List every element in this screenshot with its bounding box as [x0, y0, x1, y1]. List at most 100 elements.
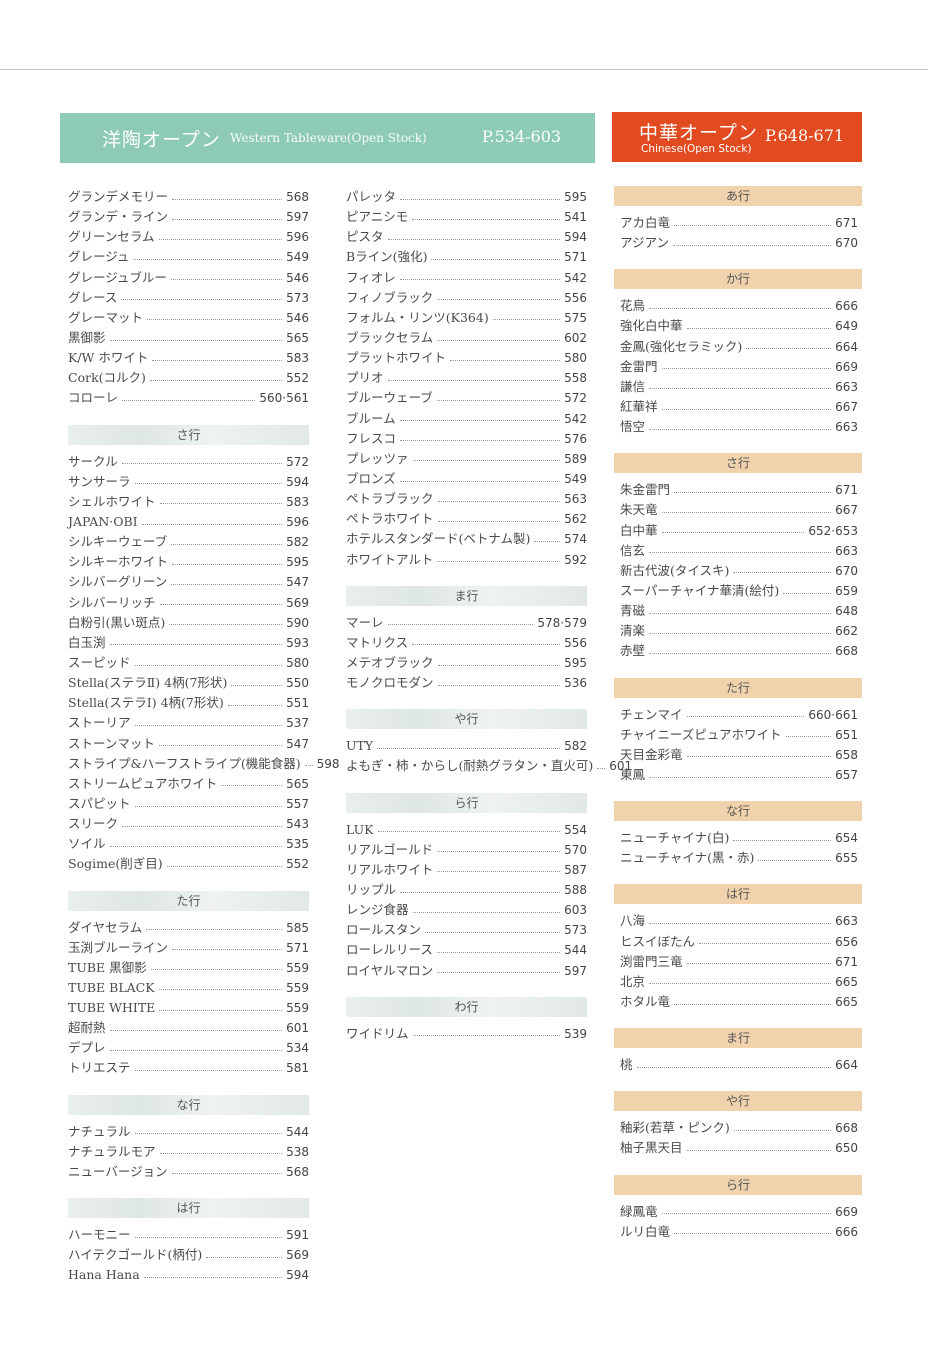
entry-page: 554	[564, 822, 587, 837]
index-entry: ハイテクゴールド(柄付) 569	[68, 1245, 309, 1265]
index-entry: ホテルスタンダード(ベトナム製) 574	[346, 529, 587, 549]
index-column-chinese: あ行 アカ白竜 671 アジアン 670 か行 花鳥 666 強化白中華 649 金鳳(強化セラミッ…	[614, 176, 862, 1242]
entry-page: 569	[286, 595, 309, 610]
index-entry: Bライン(強化) 571	[346, 247, 587, 267]
index-entry: デプレ 534	[68, 1038, 309, 1058]
entry-name: Stella(ステラⅡ) 4柄(7形状)	[68, 675, 228, 691]
dot-leader	[206, 1256, 283, 1258]
section-header: は行	[614, 884, 862, 905]
entry-page: 603	[564, 903, 587, 918]
entry-name: アジアン	[620, 235, 670, 251]
section-header: わ行	[346, 996, 587, 1017]
entry-page: 655	[835, 851, 858, 866]
dot-leader	[437, 500, 561, 502]
dot-leader	[686, 327, 832, 329]
entry-name: TUBE WHITE	[68, 1000, 156, 1016]
entry-page: 570	[564, 842, 587, 857]
entry-name: UTY	[346, 738, 374, 754]
entry-page: 666	[835, 1224, 858, 1239]
entry-name: 釉彩(若草・ピンク)	[620, 1120, 730, 1136]
index-entry: ルリ白竜 666	[614, 1222, 862, 1242]
entry-name: 謙信	[620, 378, 646, 394]
entry-name: アカ白竜	[620, 215, 671, 230]
dot-leader	[400, 891, 561, 893]
entry-page: 542	[564, 270, 587, 285]
entry-name: 渕雷門三竜	[620, 953, 683, 969]
index-entry: ブロンズ 549	[346, 469, 587, 489]
index-entry: ブラックセラム 602	[346, 328, 587, 348]
entry-page: 582	[286, 535, 309, 550]
chinese-banner: 中華オープン Chinese(Open Stock) P.648-671	[612, 112, 862, 162]
chinese-title: 中華オープン	[639, 122, 758, 144]
entry-name: Sogime(削ぎ目)	[68, 856, 163, 872]
dot-leader	[649, 388, 832, 390]
index-entry: シルキーウェーブ 582	[68, 532, 309, 552]
entry-name: ワイドリム	[346, 1025, 409, 1041]
index-entry: グランデ・ライン 597	[68, 207, 309, 227]
entry-name: ストライプ&ハーフストライプ(機能食器)	[68, 755, 301, 771]
index-entry: プラットホワイト 580	[346, 348, 587, 368]
dot-leader	[686, 716, 805, 718]
section-header: た行	[68, 890, 309, 911]
dot-leader	[304, 765, 313, 767]
entry-name: ホタル竜	[620, 993, 671, 1009]
index-entry: UTY 582	[346, 736, 587, 756]
entry-name: Hana Hana	[68, 1267, 140, 1283]
dot-leader	[661, 1213, 832, 1215]
entry-page: 668	[835, 1121, 858, 1136]
index-entry: シェルホワイト 583	[68, 492, 309, 512]
dot-leader	[158, 238, 283, 240]
index-entry: サンサーラ 594	[68, 472, 309, 492]
dot-leader	[227, 704, 283, 706]
entry-page: 593	[286, 635, 309, 650]
section-header: ま行	[614, 1028, 862, 1049]
dot-leader	[674, 491, 832, 493]
dot-leader	[377, 831, 561, 833]
entry-name: スーピッド	[68, 654, 131, 670]
entry-page: 544	[286, 1124, 309, 1139]
dot-leader	[649, 983, 832, 985]
entry-name: メテオブラック	[346, 654, 434, 670]
entry-page: 568	[286, 1164, 309, 1179]
chinese-subtitle: Chinese(Open Stock)	[641, 143, 752, 155]
index-entry: リップル 588	[346, 880, 587, 900]
entry-page: 656	[835, 934, 858, 949]
index-entry: ニューチャイナ(白) 654	[614, 828, 862, 848]
index-entry: 釉彩(若草・ピンク) 668	[614, 1118, 862, 1138]
entry-name: ストリームピュアホワイト	[68, 775, 218, 791]
index-entry: 北京 665	[614, 972, 862, 992]
entry-name: シルキーホワイト	[68, 554, 169, 570]
dot-leader	[436, 399, 561, 401]
section-header: な行	[68, 1094, 309, 1115]
index-entry: マトリクス 556	[346, 633, 587, 653]
dot-leader	[649, 652, 832, 654]
entry-name: 緑鳳竜	[620, 1203, 658, 1219]
entry-name: サークル	[68, 453, 118, 469]
section-header: ら行	[346, 792, 587, 813]
entry-page: 596	[286, 230, 309, 245]
entry-page: 665	[835, 994, 858, 1009]
section-header: ま行	[346, 585, 587, 606]
entry-page: 601	[286, 1021, 309, 1036]
entry-name: 東鳳	[620, 766, 646, 782]
dot-leader	[150, 969, 283, 971]
dot-leader	[733, 572, 832, 574]
index-entry: 謙信 663	[614, 377, 862, 397]
entry-page: 659	[835, 583, 858, 598]
dot-leader	[649, 632, 832, 634]
entry-name: フィノブラック	[346, 289, 434, 305]
dot-leader	[699, 943, 832, 945]
index-column-western-1: グランデメモリー 568 グランデ・ライン 597 グリーンセラム 596 グレージュ 549…	[68, 187, 340, 1285]
entry-name: シルキーウェーブ	[68, 534, 168, 550]
entry-page: 651	[835, 727, 858, 742]
entry-page: 594	[564, 230, 587, 245]
entry-page: 654	[835, 831, 858, 846]
entry-name: グレーマット	[68, 309, 144, 325]
index-entry: シルキーホワイト 595	[68, 552, 309, 572]
entry-page: 595	[286, 555, 309, 570]
index-entry: 黒御影 565	[68, 328, 309, 348]
entry-name: ブルーム	[346, 410, 396, 426]
entry-page: 580	[286, 655, 309, 670]
dot-leader	[169, 624, 283, 626]
index-entry: 白粉引(黒い斑点) 590	[68, 613, 309, 633]
